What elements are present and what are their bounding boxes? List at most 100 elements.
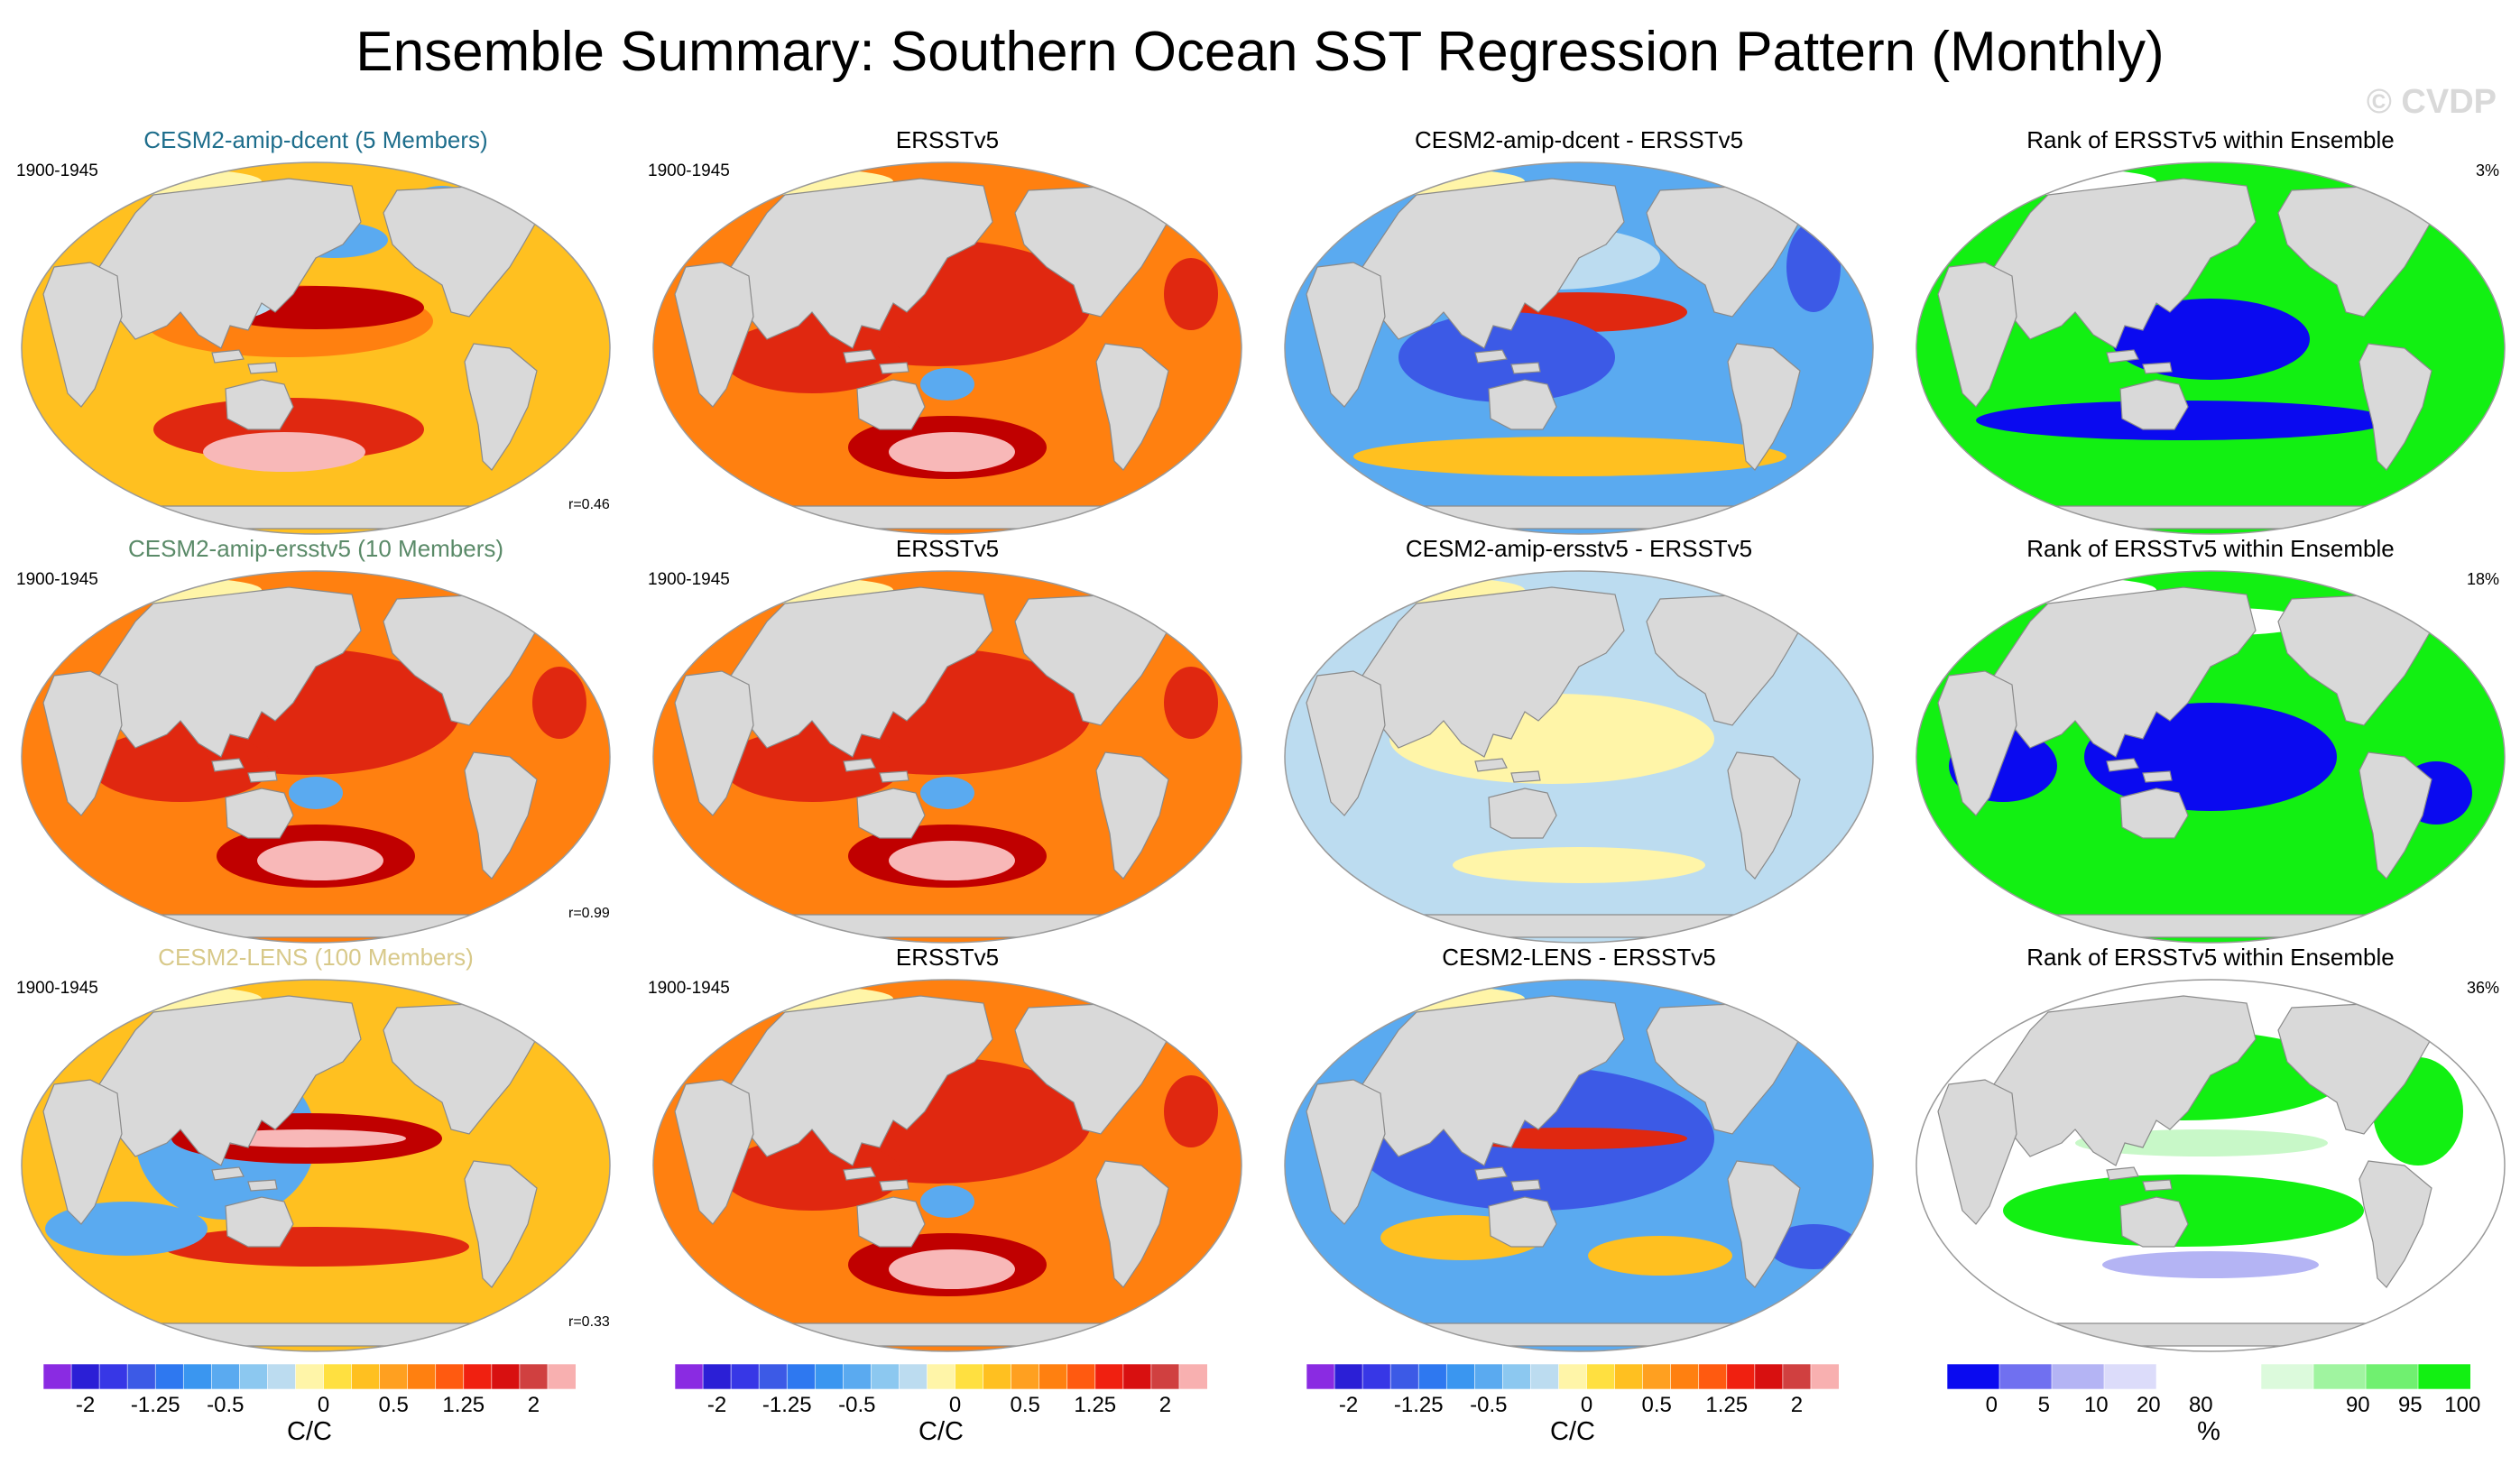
anomaly-region (2003, 1175, 2364, 1247)
land-mass (247, 770, 278, 783)
colorbar-swatch (267, 1364, 297, 1389)
colorbar-swatch (407, 1364, 437, 1389)
map-border (1284, 979, 1874, 1352)
colorbar-swatch (1947, 1364, 2000, 1389)
colorbar-tick-label: -0.5 (207, 1393, 245, 1417)
period-label: 1900-1945 (648, 979, 730, 998)
colorbar-swatch (2260, 1364, 2314, 1389)
period-label: 1900-1945 (16, 979, 98, 998)
colorbar-tick-label: -1.25 (762, 1393, 812, 1417)
colorbar-swatch (814, 1364, 845, 1389)
land-mass (1727, 343, 1801, 471)
colorbar-swatch (2051, 1364, 2105, 1389)
anomaly-region (920, 368, 974, 401)
sst-colorbar-3 (1306, 1364, 1839, 1389)
land-mass (2119, 788, 2189, 839)
land-mass (2142, 1179, 2173, 1192)
land-mass (1973, 505, 2447, 530)
anomaly-region (889, 432, 1015, 472)
colorbar-swatch (1038, 1364, 1068, 1389)
anomaly-region (1353, 437, 1786, 476)
figure-title: Ensemble Summary: Southern Ocean SST Reg… (355, 21, 2165, 83)
anomaly-region (2111, 299, 2310, 380)
colorbar-tick-label: 2 (1790, 1393, 1804, 1417)
colorbar-swatch (1614, 1364, 1644, 1389)
diff-panel-title-row1: CESM2-amip-dcent - ERSSTv5 (1414, 126, 1744, 153)
colorbar-tick-label: 20 (2136, 1393, 2161, 1417)
diff-map-row1 (1284, 161, 1874, 535)
land-mass (42, 1079, 123, 1225)
colorbar-swatch (211, 1364, 241, 1389)
rank-colorbar-4 (1947, 1364, 2470, 1389)
anomaly-region (722, 730, 902, 802)
colorbar-swatch (295, 1364, 325, 1389)
pattern-correlation: r=0.33 (568, 1314, 610, 1330)
pattern-correlation: r=0.99 (568, 906, 610, 921)
land-mass (1820, 998, 1860, 1045)
land-mass (557, 180, 596, 227)
anomaly-region (2102, 1251, 2319, 1278)
land-mass (879, 770, 909, 783)
anomaly-region (208, 1129, 406, 1147)
sst-colorbar-2 (675, 1364, 1207, 1389)
land-mass (1474, 758, 1508, 772)
obs-panel-title-row2: ERSSTv5 (895, 535, 1000, 562)
anomaly-region (920, 1185, 974, 1218)
period-label: 1900-1945 (648, 161, 730, 180)
land-mass (710, 914, 1184, 938)
obs-map-row2 (652, 570, 1242, 944)
land-mass (247, 1179, 278, 1192)
land-mass (2358, 1160, 2432, 1288)
land-mass (464, 751, 538, 880)
colorbar-swatch (2208, 1364, 2262, 1389)
colorbar-swatch (2365, 1364, 2419, 1389)
model-panel-title-row3: CESM2-LENS (100 Members) (158, 944, 474, 971)
colorbar-swatch (1558, 1364, 1588, 1389)
colorbar-swatch (1810, 1364, 1839, 1389)
colorbar-swatch (1698, 1364, 1728, 1389)
rank-map-row1 (1915, 161, 2506, 535)
model-map-row2 (21, 570, 611, 944)
period-label: 1900-1945 (16, 570, 98, 589)
colorbar-swatch (1122, 1364, 1152, 1389)
colorbar-swatch (463, 1364, 493, 1389)
anomaly-region (289, 777, 343, 809)
land-mass (1342, 1322, 1815, 1347)
colorbar-swatch (2103, 1364, 2157, 1389)
land-mass (78, 1322, 552, 1347)
cvdp-watermark: © CVDP (2366, 83, 2497, 121)
colorbar-swatch (182, 1364, 213, 1389)
map-border (1915, 161, 2506, 535)
land-mass (2451, 998, 2491, 1045)
colorbar-swatch (351, 1364, 381, 1389)
colorbar-tick-label: -2 (1338, 1393, 1359, 1417)
map-border (652, 979, 1242, 1352)
land-mass (879, 362, 909, 374)
colorbar-swatch (871, 1364, 900, 1389)
land-mass (843, 349, 876, 364)
obs-panel-title-row3: ERSSTv5 (895, 944, 1000, 971)
anomaly-region (532, 667, 586, 739)
land-mass (843, 758, 876, 772)
land-mass (2142, 770, 2173, 783)
land-mass (1095, 1160, 1169, 1288)
colorbar-tick-label: 0 (317, 1393, 330, 1417)
map-border (1284, 570, 1874, 944)
colorbar-swatch (843, 1364, 872, 1389)
anomaly-region (1164, 258, 1218, 330)
land-mass (1342, 505, 1815, 530)
anomaly-region (1398, 312, 1615, 402)
land-mass (1510, 362, 1541, 374)
anomaly-region (722, 1138, 902, 1211)
land-mass (674, 670, 754, 816)
land-mass (1188, 589, 1228, 636)
anomaly-region (1164, 667, 1218, 739)
land-mass (211, 349, 245, 364)
land-mass (225, 1196, 294, 1248)
land-mass (1973, 1322, 2447, 1347)
land-mass (1306, 670, 1386, 816)
rank-percent: 18% (2466, 570, 2499, 588)
colorbar-tick-label: 5 (2037, 1393, 2050, 1417)
period-label: 1900-1945 (648, 570, 730, 589)
colorbar-swatch (786, 1364, 817, 1389)
